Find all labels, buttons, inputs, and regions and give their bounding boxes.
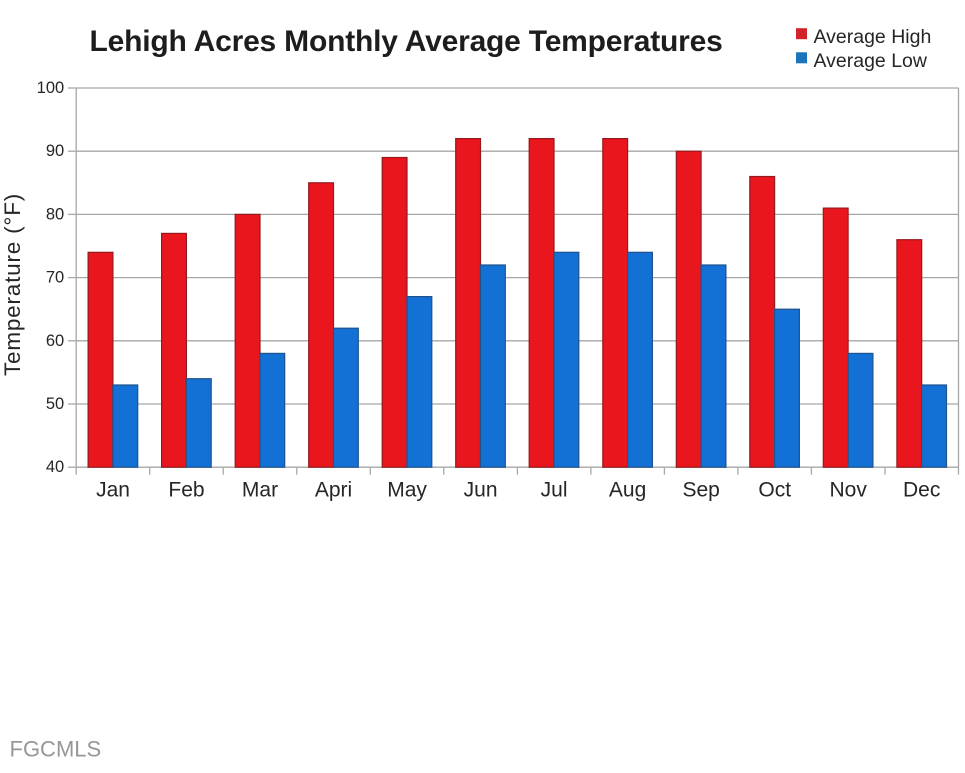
svg-text:Oct: Oct [758,479,791,502]
svg-text:Average Low: Average Low [814,50,928,72]
svg-text:Jun: Jun [464,479,498,502]
svg-text:Lehigh Acres Monthly Average T: Lehigh Acres Monthly Average Temperature… [90,25,723,58]
svg-text:Sep: Sep [683,479,720,502]
svg-text:May: May [387,479,427,502]
svg-text:Average High: Average High [814,26,932,48]
svg-text:60: 60 [46,332,64,350]
svg-text:40: 40 [46,458,64,476]
svg-text:Apri: Apri [315,479,352,502]
svg-text:70: 70 [46,269,64,287]
svg-text:Dec: Dec [903,479,940,502]
svg-text:Jul: Jul [541,479,568,502]
svg-text:Nov: Nov [830,479,868,502]
svg-text:Feb: Feb [168,479,204,502]
svg-text:50: 50 [46,395,64,413]
svg-text:FGCMLS: FGCMLS [10,737,102,762]
svg-text:Mar: Mar [242,479,278,502]
svg-text:100: 100 [37,79,65,97]
svg-text:Temperature (°F): Temperature (°F) [0,193,25,376]
svg-text:Jan: Jan [96,479,130,502]
svg-text:80: 80 [46,205,64,223]
svg-text:90: 90 [46,142,64,160]
svg-text:Aug: Aug [609,479,646,502]
